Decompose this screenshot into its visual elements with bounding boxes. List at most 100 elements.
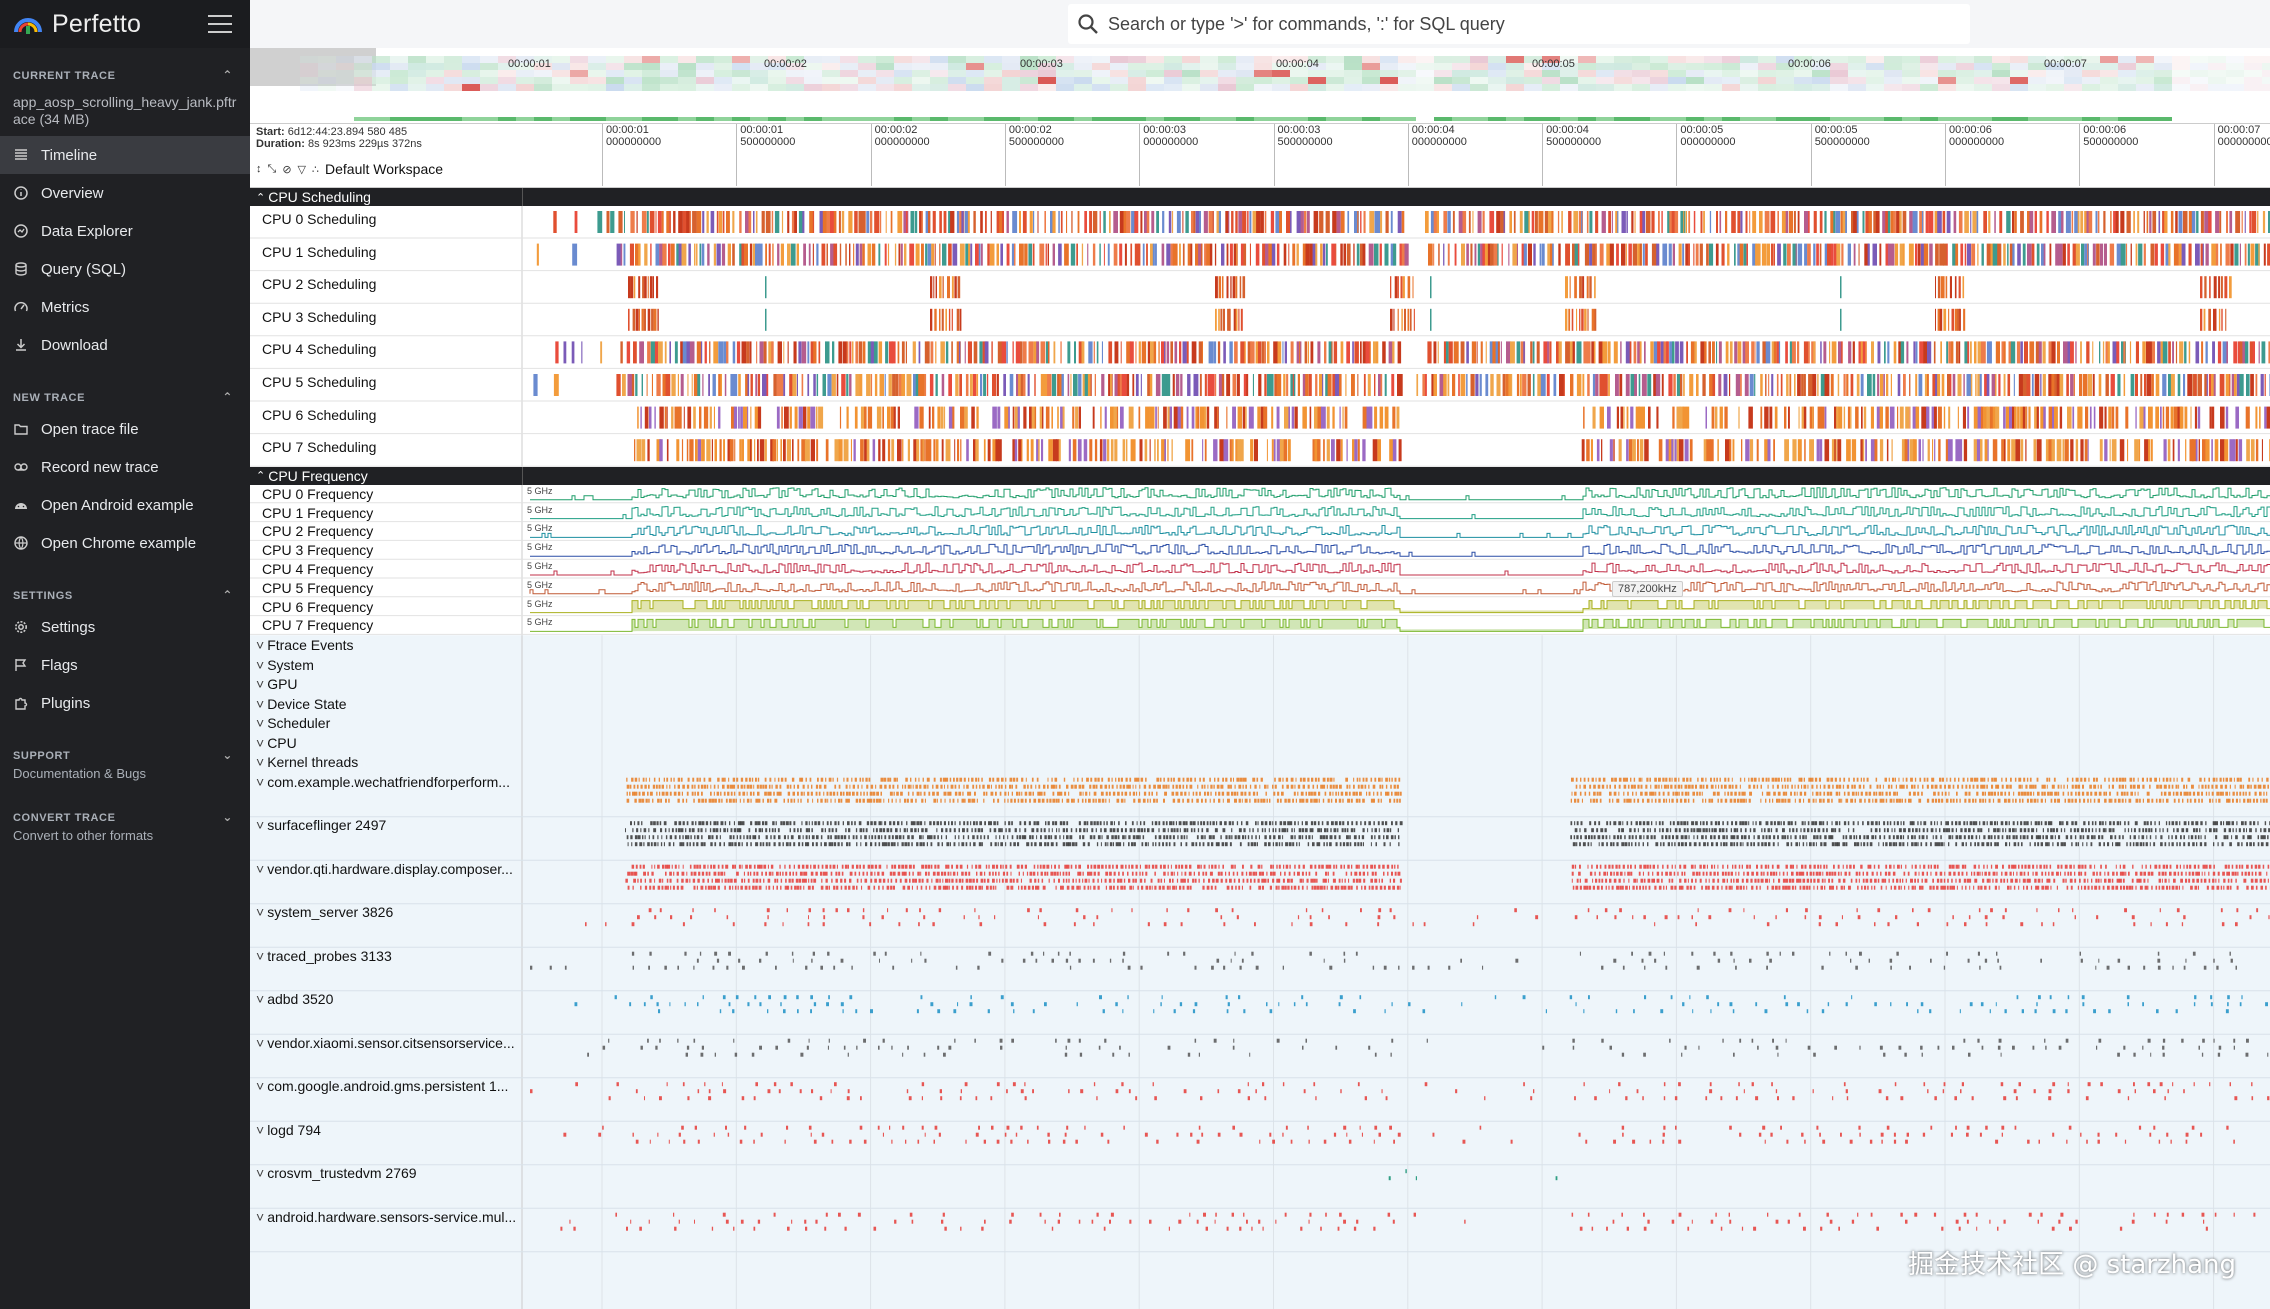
sched-slices bbox=[628, 276, 2232, 299]
sched-slice bbox=[2018, 374, 2024, 396]
sidebar-item-overview[interactable]: Overview bbox=[0, 174, 250, 212]
sched-slice bbox=[1443, 374, 1447, 396]
filter-icon[interactable]: ▽ bbox=[297, 163, 306, 176]
thread-slice bbox=[721, 798, 723, 803]
sched-slice bbox=[1155, 406, 1157, 429]
thread-slice bbox=[1801, 784, 1803, 789]
sched-slice bbox=[1247, 211, 1249, 233]
sched-slice bbox=[1980, 406, 1984, 429]
overview-cell bbox=[372, 77, 390, 84]
overview-timeline[interactable]: 00:00:01 00:00:02 00:00:03 00:00:04 00:00:05… bbox=[250, 48, 2270, 124]
thread-slice bbox=[1976, 784, 1979, 789]
thread-slice bbox=[633, 821, 636, 826]
section-convert-trace[interactable]: CONVERT TRACE ⌄ bbox=[0, 790, 250, 824]
time-ruler[interactable]: Start: 6d12:44:23.894 580 485 Duration: … bbox=[250, 124, 2270, 188]
thread-slice bbox=[1982, 784, 1986, 789]
sched-slice bbox=[1340, 341, 1344, 364]
sched-slice bbox=[1166, 243, 1171, 266]
section-support[interactable]: SUPPORT ⌄ bbox=[0, 728, 250, 762]
thread-slice bbox=[1252, 777, 1256, 782]
sched-slice bbox=[1382, 341, 1386, 364]
sched-slice bbox=[1532, 341, 1535, 364]
collapse-all-icon[interactable]: ⤡ bbox=[267, 162, 277, 175]
sched-slice bbox=[890, 211, 893, 233]
sched-slice bbox=[1267, 341, 1270, 364]
sched-slice bbox=[778, 374, 784, 396]
thread-slice bbox=[1393, 798, 1396, 803]
sched-slice bbox=[1797, 243, 1803, 266]
sidebar-item-timeline[interactable]: Timeline bbox=[0, 136, 250, 174]
sidebar-item-query-sql[interactable]: Query (SQL) bbox=[0, 250, 250, 288]
sidebar-item-metrics[interactable]: Metrics bbox=[0, 288, 250, 326]
sidebar-item-flags[interactable]: Flags bbox=[0, 646, 250, 684]
thread-slice bbox=[1234, 798, 1237, 803]
sched-slice bbox=[1045, 341, 1049, 364]
overview-cell bbox=[1038, 70, 1056, 77]
workspace-selector[interactable]: Default Workspace bbox=[325, 161, 444, 177]
section-new-trace[interactable]: NEW TRACE ⌃ bbox=[0, 370, 250, 404]
thread-slice bbox=[2119, 821, 2122, 826]
sched-slice bbox=[1872, 374, 1876, 396]
hamburger-menu-icon[interactable] bbox=[208, 15, 232, 33]
sched-slice bbox=[2162, 406, 2165, 429]
thread-slice bbox=[681, 791, 683, 796]
sidebar-item-label: Open Chrome example bbox=[41, 534, 197, 552]
sidebar-item-record-new-trace[interactable]: Record new trace bbox=[0, 448, 250, 486]
sidebar-item-download[interactable]: Download bbox=[0, 326, 250, 364]
thread-slice bbox=[1644, 791, 1648, 796]
sched-slice bbox=[680, 341, 683, 364]
overview-cell bbox=[1470, 70, 1488, 77]
thread-slice bbox=[1931, 777, 1935, 782]
sidebar-item-plugins[interactable]: Plugins bbox=[0, 684, 250, 722]
sidebar-item-open-chrome-example[interactable]: Open Chrome example bbox=[0, 524, 250, 562]
sched-slice bbox=[745, 211, 750, 233]
support-subtitle[interactable]: Documentation & Bugs bbox=[13, 766, 146, 781]
sched-slice bbox=[1783, 243, 1787, 266]
overview-cell bbox=[1164, 117, 1182, 121]
sched-slice bbox=[2100, 243, 2104, 266]
sched-slice bbox=[2235, 439, 2238, 462]
thread-slice bbox=[668, 798, 670, 803]
thread-slice bbox=[1951, 821, 1954, 826]
thread-slice bbox=[1683, 821, 1687, 826]
thread-slice bbox=[1206, 828, 1209, 833]
thread-slice bbox=[961, 798, 965, 803]
sched-slice bbox=[1062, 406, 1065, 429]
tracks-canvas[interactable] bbox=[250, 188, 2270, 1309]
thread-slice bbox=[2049, 777, 2051, 782]
thread-slice bbox=[2211, 791, 2214, 796]
thread-slice bbox=[899, 798, 901, 803]
thread-slice bbox=[1133, 828, 1136, 833]
thread-slice bbox=[1768, 777, 1770, 782]
section-current-trace[interactable]: CURRENT TRACE ⌃ bbox=[0, 48, 250, 82]
sidebar-item-open-android-example[interactable]: Open Android example bbox=[0, 486, 250, 524]
sidebar-item-settings[interactable]: Settings bbox=[0, 608, 250, 646]
overview-cell bbox=[876, 70, 894, 77]
sched-slice bbox=[2092, 243, 2096, 266]
thread-slice bbox=[2032, 784, 2035, 789]
section-settings[interactable]: SETTINGS ⌃ bbox=[0, 568, 250, 602]
thread-slice bbox=[1239, 777, 1243, 782]
sidebar-item-open-trace-file[interactable]: Open trace file bbox=[0, 410, 250, 448]
sidebar-item-data-explorer[interactable]: Data Explorer bbox=[0, 212, 250, 250]
unpin-icon[interactable]: ⊘ bbox=[282, 163, 292, 176]
sched-slice bbox=[1574, 276, 1577, 299]
search-input[interactable] bbox=[1108, 13, 1970, 35]
sched-slice bbox=[1543, 341, 1548, 364]
thread-slice bbox=[1078, 821, 1081, 826]
sched-slice bbox=[1088, 341, 1093, 364]
thread-slice bbox=[1640, 784, 1643, 789]
overview-heatmap[interactable] bbox=[250, 48, 2270, 124]
thread-slice bbox=[1601, 784, 1605, 789]
sched-slice bbox=[2221, 308, 2223, 331]
overview-cell bbox=[1056, 56, 1074, 63]
sched-slice bbox=[1831, 341, 1837, 364]
sched-slice bbox=[859, 374, 863, 396]
convert-subtitle[interactable]: Convert to other formats bbox=[13, 828, 154, 843]
sched-slice bbox=[1909, 211, 1913, 233]
expand-all-icon[interactable]: ↕ bbox=[256, 163, 262, 175]
sched-slice bbox=[657, 211, 662, 233]
thread-slice bbox=[1814, 777, 1818, 782]
track-panel[interactable]: ⌃ CPU Scheduling CPU 0 Scheduling CPU 1 Sch… bbox=[250, 188, 2270, 1309]
thread-slice bbox=[1065, 828, 1068, 833]
